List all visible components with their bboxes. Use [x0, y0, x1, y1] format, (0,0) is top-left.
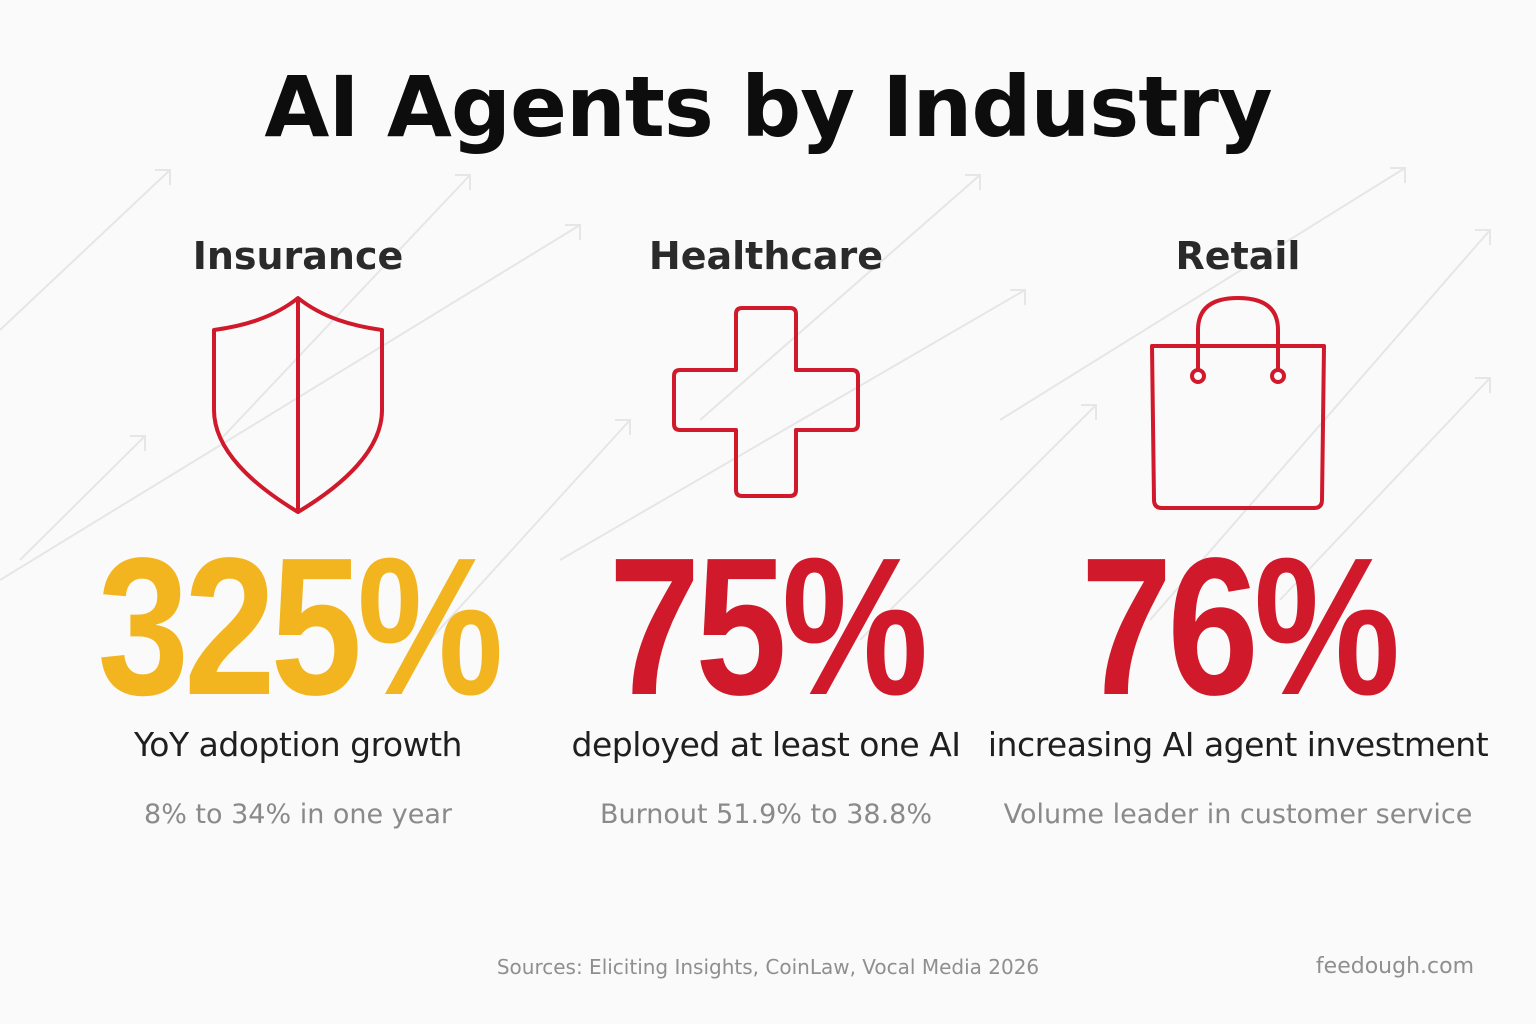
shield-icon	[212, 296, 384, 514]
retail-stat: 76%	[1080, 517, 1400, 736]
insurance-detail: 8% to 34% in one year	[144, 799, 452, 830]
sources-footnote: Sources: Eliciting Insights, CoinLaw, Vo…	[496, 955, 1040, 979]
healthcare-stat: 75%	[608, 517, 928, 736]
insurance-stat: 325%	[97, 517, 504, 736]
shopping-bag-icon	[1150, 295, 1326, 510]
medical-cross-icon	[672, 306, 860, 498]
retail-description: increasing AI agent investment	[987, 725, 1489, 764]
industry-card-healthcare: Healthcare 75% deployed at least one AI …	[516, 0, 1016, 1024]
industry-name: Retail	[1175, 234, 1301, 278]
healthcare-detail: Burnout 51.9% to 38.8%	[600, 799, 932, 830]
industry-name: Healthcare	[648, 234, 884, 278]
retail-detail: Volume leader in customer service	[1003, 799, 1473, 830]
industry-card-retail: Retail 76% increasing AI agent investmen…	[988, 0, 1489, 1024]
healthcare-description: deployed at least one AI	[571, 725, 962, 764]
brand-watermark: feedough.com	[1315, 954, 1474, 979]
industry-card-insurance: Insurance 325% YoY adoption growth 8% to…	[48, 0, 548, 1024]
industry-name: Insurance	[192, 234, 404, 278]
insurance-description: YoY adoption growth	[134, 725, 462, 764]
page-title: AI Agents by Industry	[264, 58, 1272, 156]
